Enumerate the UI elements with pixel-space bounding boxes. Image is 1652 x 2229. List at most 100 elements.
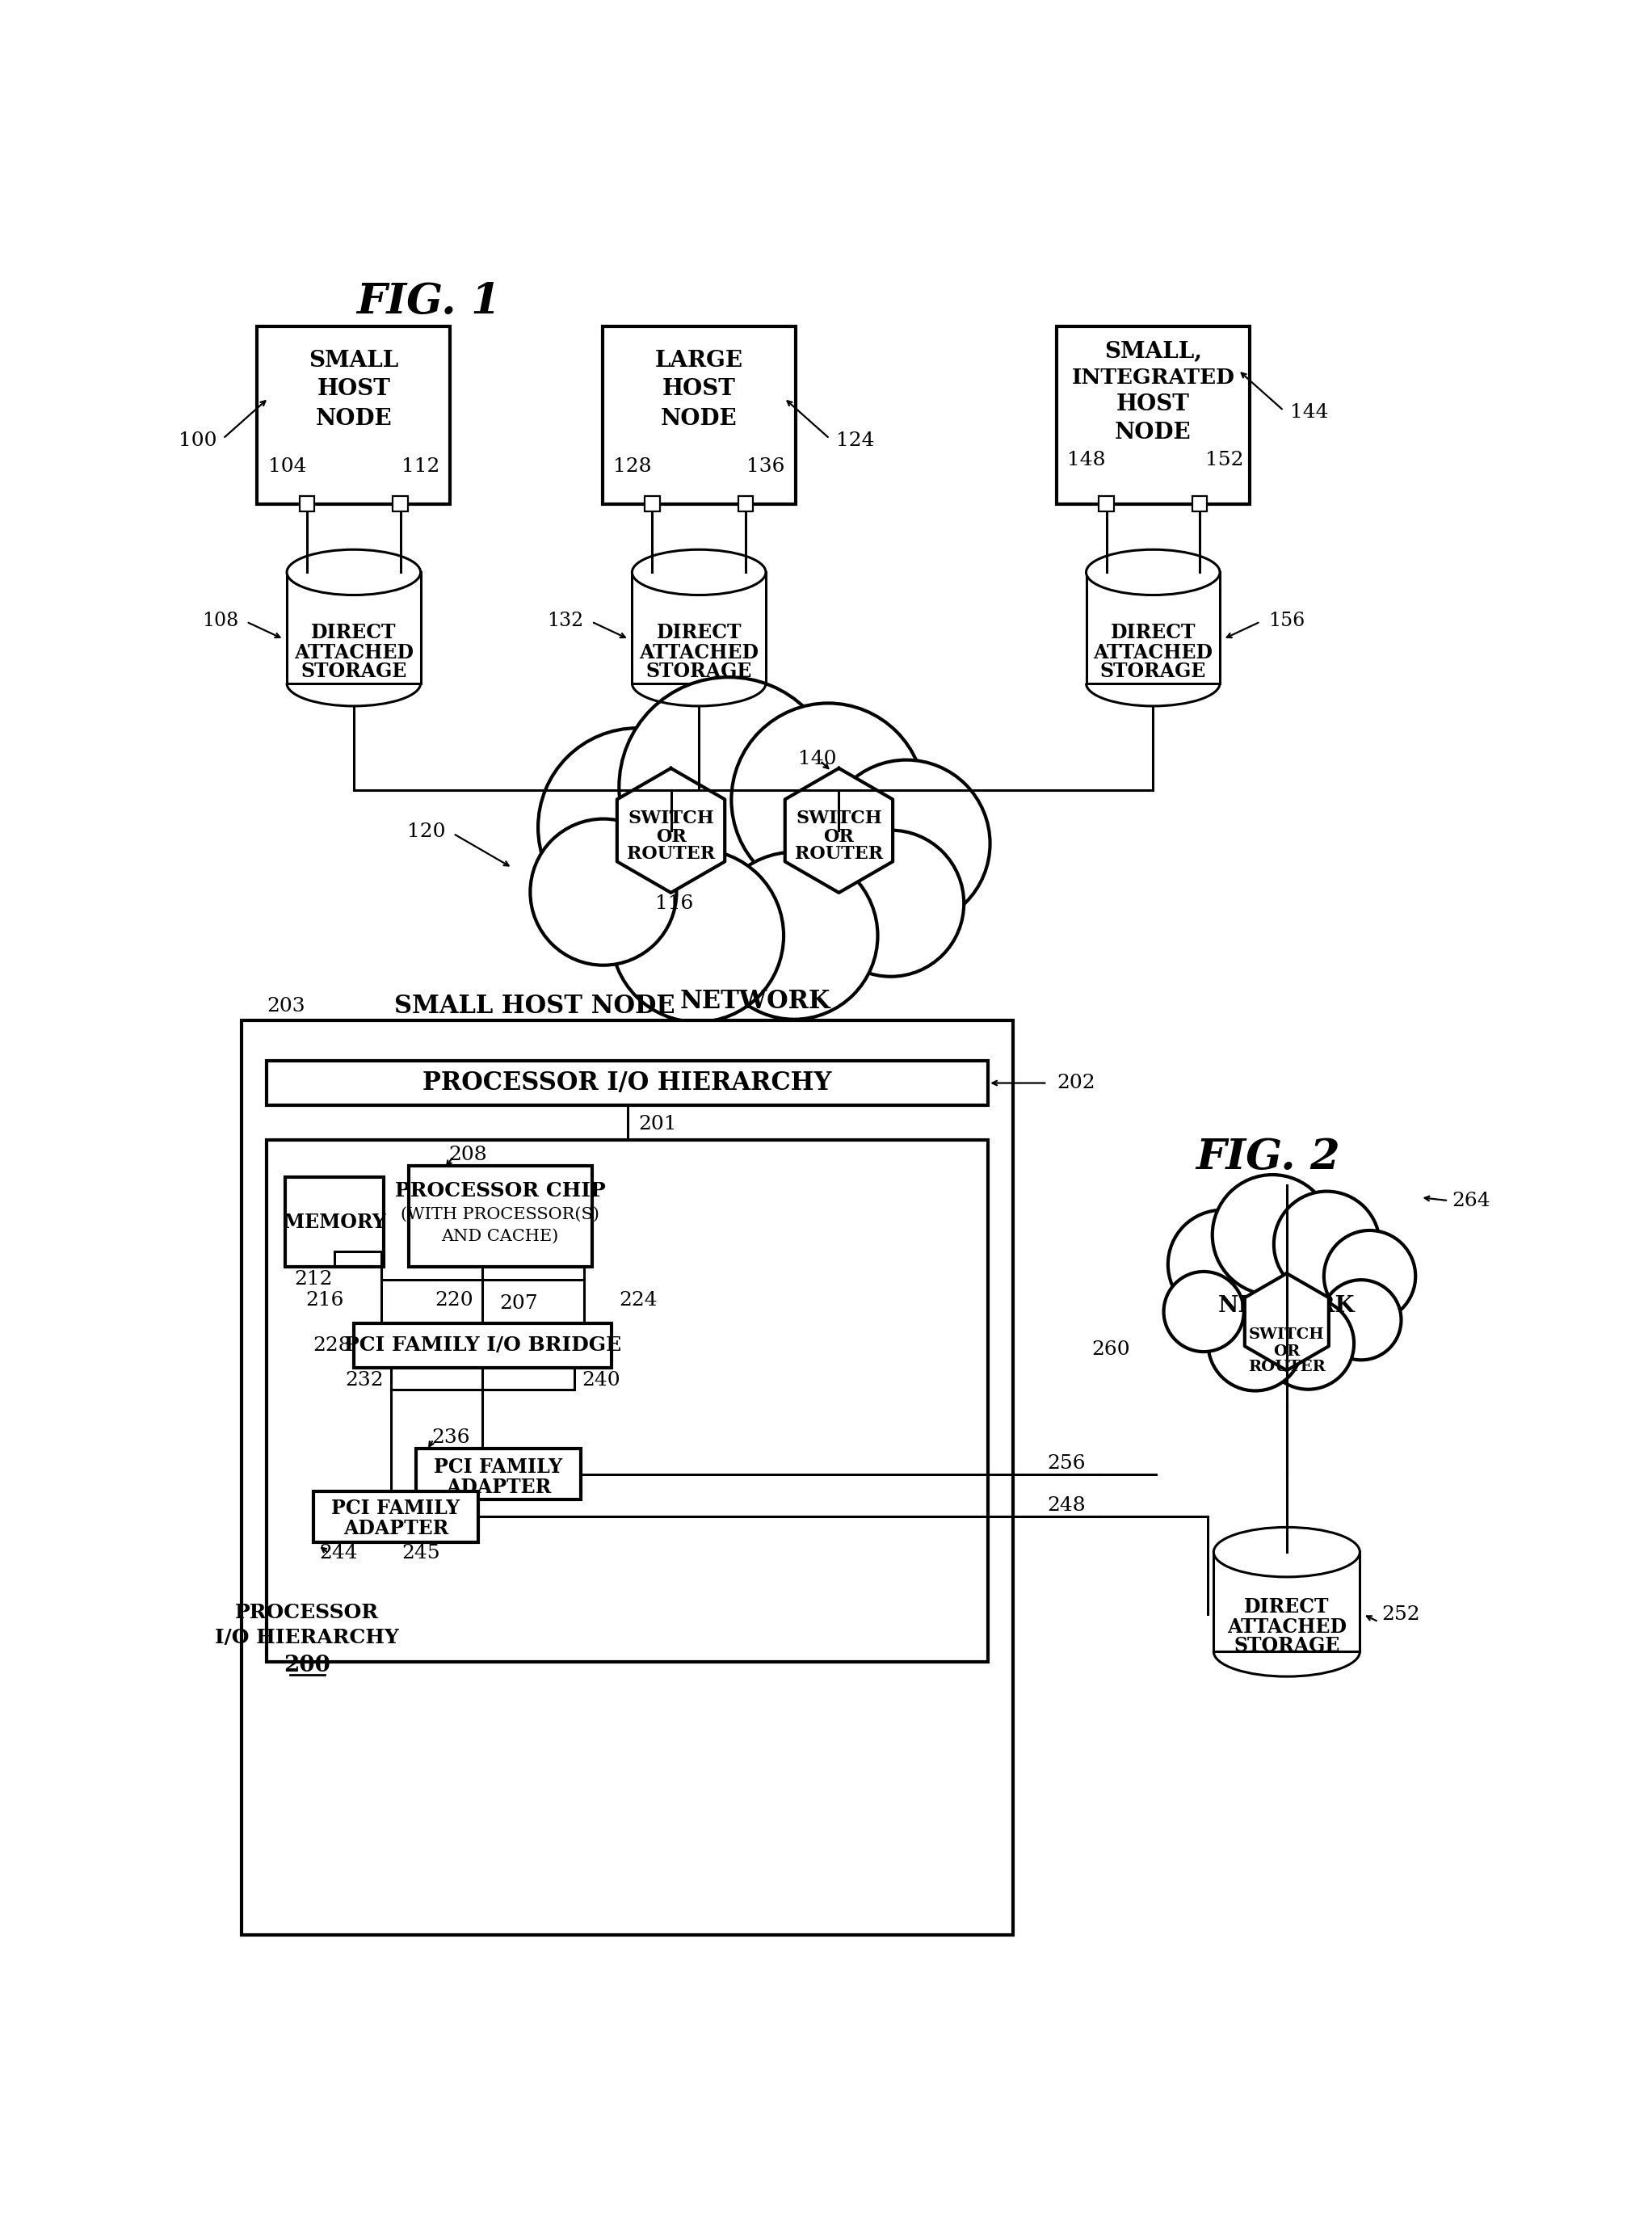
Text: ATTACHED: ATTACHED [1227, 1616, 1346, 1636]
Bar [393, 497, 408, 510]
Bar [738, 497, 753, 510]
Text: OR: OR [656, 827, 686, 845]
Text: 245: 245 [401, 1545, 441, 1563]
Text: DIRECT: DIRECT [311, 624, 396, 642]
Text: SWITCH: SWITCH [1249, 1326, 1325, 1342]
Text: 152: 152 [1206, 450, 1244, 470]
Text: 128: 128 [613, 457, 651, 475]
Circle shape [1213, 1175, 1333, 1295]
Bar [416, 1449, 582, 1500]
Text: 212: 212 [294, 1271, 334, 1288]
Text: 100: 100 [178, 430, 216, 450]
Text: SWITCH: SWITCH [628, 809, 714, 827]
Bar [1193, 497, 1208, 510]
Ellipse shape [633, 551, 767, 595]
Text: SMALL: SMALL [309, 350, 398, 372]
Text: HOST: HOST [1117, 395, 1189, 415]
Text: ADAPTER: ADAPTER [446, 1478, 550, 1498]
Text: 104: 104 [268, 457, 306, 475]
Text: SWITCH: SWITCH [796, 809, 882, 827]
Text: PROCESSOR CHIP: PROCESSOR CHIP [395, 1181, 606, 1201]
Text: 203: 203 [266, 996, 306, 1016]
Text: ROUTER: ROUTER [795, 845, 882, 863]
Text: 264: 264 [1452, 1190, 1490, 1210]
Text: 108: 108 [202, 611, 238, 631]
Text: STORAGE: STORAGE [1100, 662, 1206, 682]
Bar [1085, 573, 1219, 684]
Circle shape [1323, 1230, 1416, 1322]
Text: FIG. 2: FIG. 2 [1196, 1137, 1340, 1177]
Ellipse shape [287, 551, 421, 595]
Text: 248: 248 [1047, 1496, 1085, 1516]
Text: SMALL,: SMALL, [1104, 341, 1203, 363]
Text: NODE: NODE [661, 408, 737, 430]
Bar [266, 1139, 988, 1663]
Circle shape [620, 678, 839, 896]
Ellipse shape [1214, 1527, 1360, 1576]
Text: 201: 201 [639, 1114, 677, 1132]
Text: 207: 207 [501, 1295, 539, 1313]
Bar [354, 1324, 611, 1369]
Text: 236: 236 [431, 1429, 469, 1447]
Text: 144: 144 [1290, 403, 1328, 421]
Text: 132: 132 [547, 611, 583, 631]
Bar [1099, 497, 1113, 510]
Text: PROCESSOR: PROCESSOR [235, 1603, 378, 1623]
Text: 252: 252 [1381, 1605, 1421, 1623]
Text: ADAPTER: ADAPTER [344, 1518, 448, 1538]
Circle shape [823, 760, 990, 927]
Text: PCI FAMILY I/O BRIDGE: PCI FAMILY I/O BRIDGE [344, 1335, 621, 1355]
Text: LARGE: LARGE [654, 350, 743, 372]
Text: 156: 156 [1269, 611, 1305, 631]
Circle shape [818, 829, 963, 976]
Text: STORAGE: STORAGE [301, 662, 406, 682]
Text: 112: 112 [401, 457, 439, 475]
Text: 124: 124 [836, 430, 874, 450]
Polygon shape [1244, 1273, 1328, 1371]
Circle shape [710, 851, 877, 1019]
Text: 216: 216 [306, 1291, 344, 1308]
Text: 208: 208 [449, 1146, 487, 1164]
Text: AND CACHE): AND CACHE) [441, 1228, 558, 1244]
Text: 232: 232 [345, 1371, 383, 1389]
Ellipse shape [1085, 551, 1219, 595]
Text: SMALL HOST NODE: SMALL HOST NODE [395, 994, 676, 1019]
Text: 116: 116 [654, 894, 694, 914]
Text: ATTACHED: ATTACHED [294, 644, 413, 662]
Text: DIRECT: DIRECT [1110, 624, 1196, 642]
Text: NODE: NODE [316, 408, 392, 430]
Text: ATTACHED: ATTACHED [1094, 644, 1213, 662]
Bar [258, 328, 449, 504]
Circle shape [539, 729, 737, 927]
Bar [408, 1166, 591, 1266]
Bar [633, 573, 767, 684]
Bar [314, 1491, 477, 1542]
Text: 224: 224 [620, 1291, 657, 1308]
Text: (WITH PROCESSOR(S): (WITH PROCESSOR(S) [401, 1206, 600, 1221]
Bar [603, 328, 795, 504]
Text: PCI FAMILY: PCI FAMILY [434, 1458, 563, 1478]
Polygon shape [618, 769, 725, 892]
Text: 148: 148 [1067, 450, 1105, 470]
Polygon shape [785, 769, 892, 892]
Text: 228: 228 [314, 1335, 352, 1355]
Circle shape [732, 702, 925, 896]
Text: 202: 202 [1057, 1074, 1095, 1092]
Bar [299, 497, 314, 510]
Bar [1214, 1551, 1360, 1652]
Bar [266, 1061, 988, 1106]
Circle shape [530, 818, 677, 965]
Text: I/O HIERARCHY: I/O HIERARCHY [215, 1627, 400, 1647]
Text: 220: 220 [434, 1291, 472, 1308]
Circle shape [1322, 1279, 1401, 1360]
Text: 136: 136 [747, 457, 785, 475]
Text: ROUTER: ROUTER [1247, 1360, 1325, 1375]
Text: OR: OR [1274, 1344, 1300, 1360]
Bar [286, 1177, 383, 1266]
Circle shape [1163, 1271, 1244, 1351]
Text: 140: 140 [798, 749, 836, 769]
Text: 244: 244 [319, 1545, 358, 1563]
Text: MEMORY: MEMORY [282, 1213, 385, 1233]
Text: 240: 240 [582, 1371, 621, 1389]
Bar [241, 1021, 1013, 1935]
